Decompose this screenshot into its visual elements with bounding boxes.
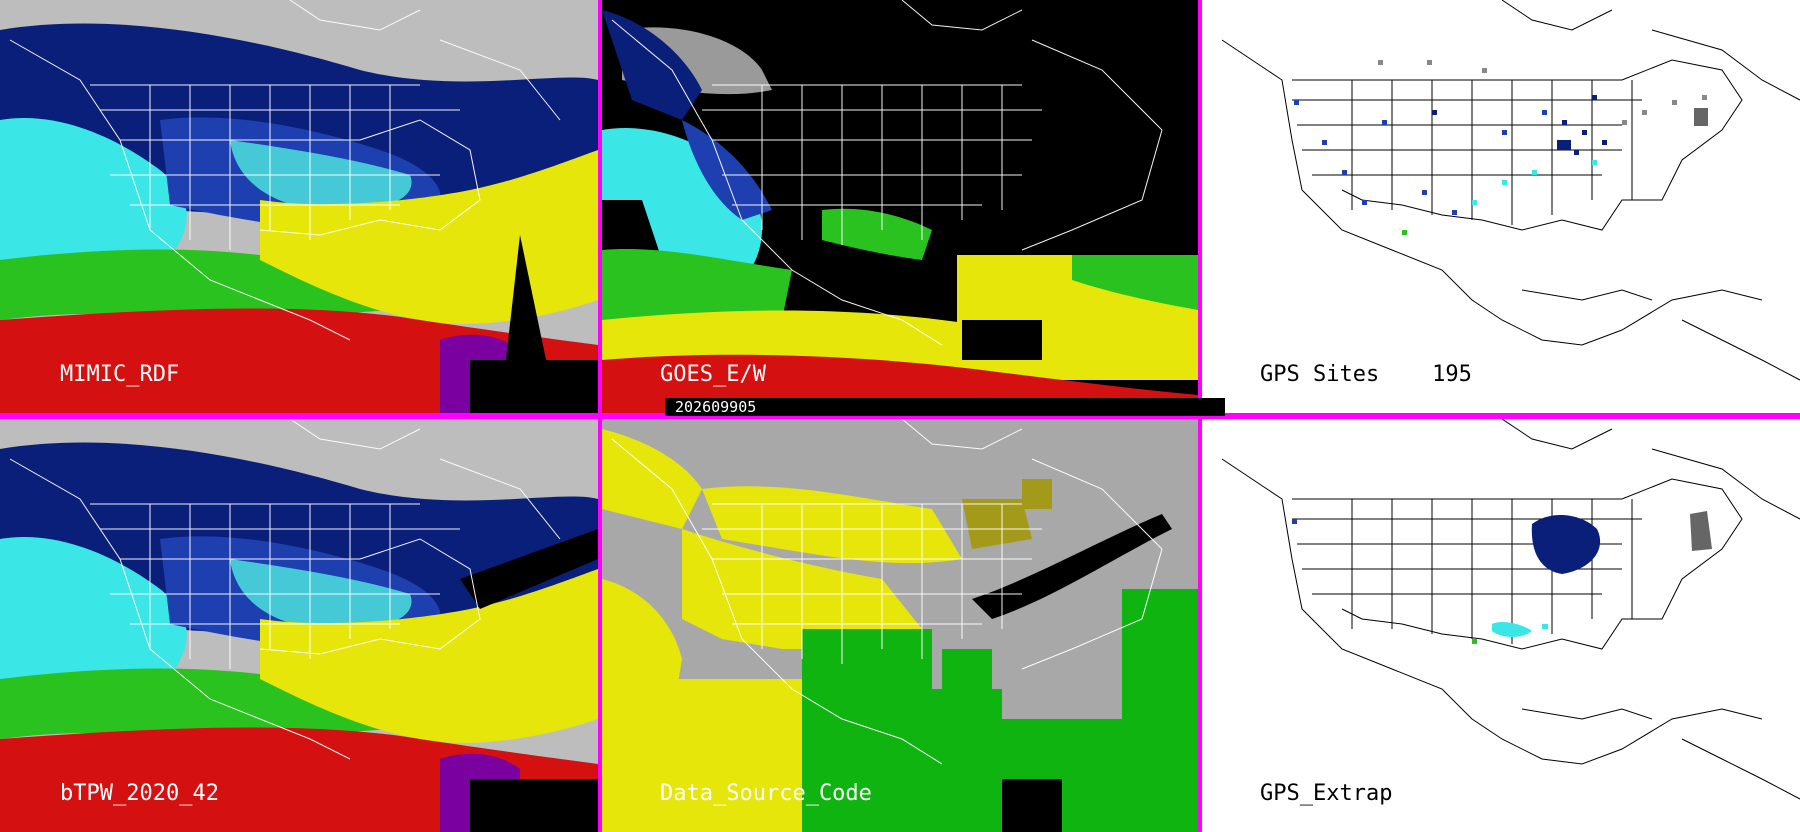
panel-label: GPS_Extrap: [1260, 781, 1393, 806]
panel-label: bTPW_2020_42: [60, 781, 219, 806]
panel-btpw: bTPW_2020_42: [0, 419, 598, 832]
goes-ew-map: [602, 0, 1198, 413]
panel-label: Data_Source_Code: [660, 781, 872, 806]
mimic-rdf-map: [0, 0, 598, 413]
btpw-map: [0, 419, 598, 832]
timestamp-bar: 202609905: [665, 398, 1225, 416]
timestamp-text: 202609905: [675, 398, 757, 416]
data-source-code-map: [602, 419, 1198, 832]
panel-label: GPS Sites 195: [1260, 362, 1472, 387]
panel-gps-extrap: GPS_Extrap: [1202, 419, 1800, 832]
panel-goes-ew: GOES_E/W: [602, 0, 1198, 413]
panel-data-source-code: Data_Source_Code: [602, 419, 1198, 832]
gps-extrap-fields: [1292, 511, 1712, 644]
gps-sites-map: [1202, 0, 1800, 413]
panel-label: MIMIC_RDF: [60, 362, 180, 387]
gps-extrap-map: [1202, 419, 1800, 832]
gps-site-markers: [1294, 60, 1708, 235]
panel-gps-sites: GPS Sites 195: [1202, 0, 1800, 413]
panel-mimic-rdf: MIMIC_RDF: [0, 0, 598, 413]
panel-label: GOES_E/W: [660, 362, 766, 387]
